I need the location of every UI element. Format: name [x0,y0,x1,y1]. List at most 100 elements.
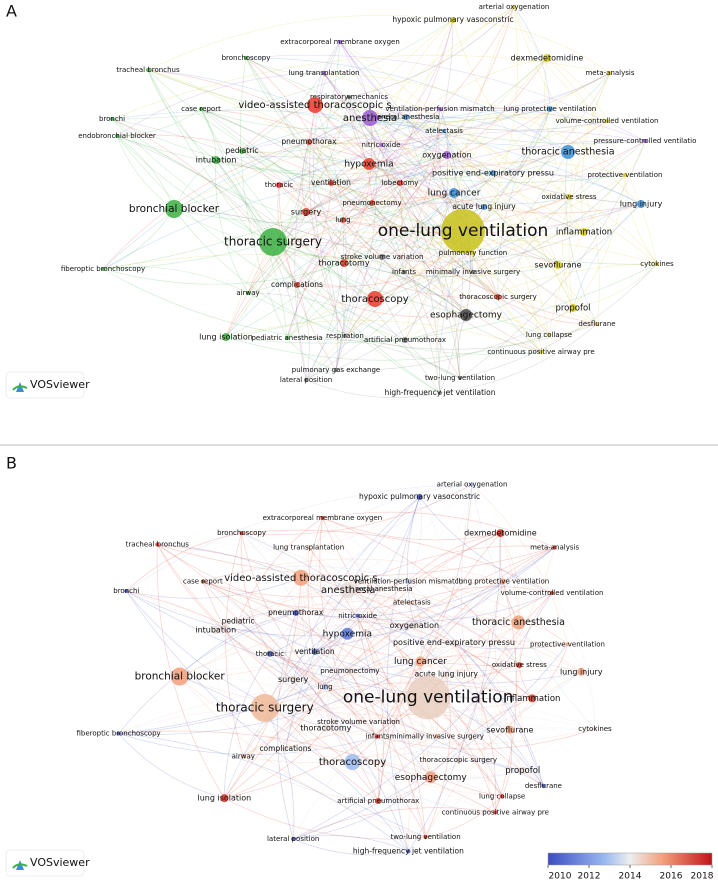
edge [116,135,175,210]
colorbar-tick-label: 2012 [578,872,601,882]
edge [202,581,520,666]
edge [404,120,608,341]
node-label: lung injury [560,667,603,676]
node [276,182,282,188]
edge [325,484,473,729]
node [423,835,428,840]
edge [335,307,574,371]
edge [118,612,296,734]
node [244,56,248,60]
node-label: thoracoscopy [319,757,386,768]
edge [308,547,380,590]
edge [492,171,642,205]
edge [339,41,574,309]
edge [408,581,524,771]
node-label: meta-analysis [585,69,634,77]
edge [305,219,344,381]
edge [301,141,310,213]
edge [515,622,544,786]
node [516,662,523,669]
edge [452,19,570,198]
node-label: stroke volume variation [317,718,400,726]
node [344,754,361,771]
edge [293,838,409,856]
node [306,545,311,550]
edge [352,761,496,813]
node [593,726,598,731]
edge [457,592,553,761]
edge [308,547,413,603]
node [239,531,244,536]
edge [347,624,415,636]
edge [245,57,474,273]
edge [293,592,553,840]
edge [414,624,568,649]
node [450,639,457,646]
node [471,270,475,274]
node [307,97,323,113]
node [443,151,451,159]
edge [300,577,582,673]
edge [215,484,473,631]
edge [408,496,422,582]
node [146,68,150,72]
panel-label: A [6,2,17,21]
edge [278,130,646,186]
node-label: lung [317,683,332,691]
edge [532,644,568,699]
node [441,209,485,253]
edge [472,174,626,273]
edge [116,135,274,243]
node-label: cytokines [640,260,674,268]
node-label: hypoxic pulmonary vasoconstric [359,492,480,501]
edge [243,727,326,757]
edge [408,728,596,852]
node-label: dexmedetomidine [464,529,537,538]
edge [215,159,249,294]
edge [471,484,568,645]
node-label: pulmonary function [439,249,508,257]
edge [352,761,523,780]
edge [237,621,503,797]
edge [348,96,642,205]
edge [314,104,559,266]
edge [264,615,358,709]
node-label: inflammation [504,694,560,704]
edge [215,577,504,631]
edge [342,201,485,221]
edge [147,69,376,300]
edge [173,117,608,210]
edge [369,117,499,298]
edge [460,484,503,797]
edge [492,151,569,174]
node-label: lung collapse [479,792,525,800]
edge [352,760,431,778]
edge [343,262,467,316]
edge [405,72,611,119]
node-label: thoracotomy [318,259,369,268]
node-label: bronchoscopy [222,54,271,62]
node [637,200,645,208]
edge [293,835,409,852]
edge [500,532,520,623]
edge [548,174,626,336]
node-label: oxidative stress [542,193,597,201]
node [493,810,498,815]
edge [378,589,432,778]
node [580,228,588,236]
node [340,217,346,223]
edge [377,484,473,737]
edge [323,72,461,379]
edge [241,532,459,761]
edge [371,202,474,273]
edge [215,159,280,186]
edge [243,643,568,757]
edge [458,665,520,761]
edge [247,292,542,355]
edge [324,532,501,688]
edge [102,57,548,270]
edge [399,182,461,379]
edge [245,57,373,204]
edge [323,72,626,176]
edge [308,496,420,548]
